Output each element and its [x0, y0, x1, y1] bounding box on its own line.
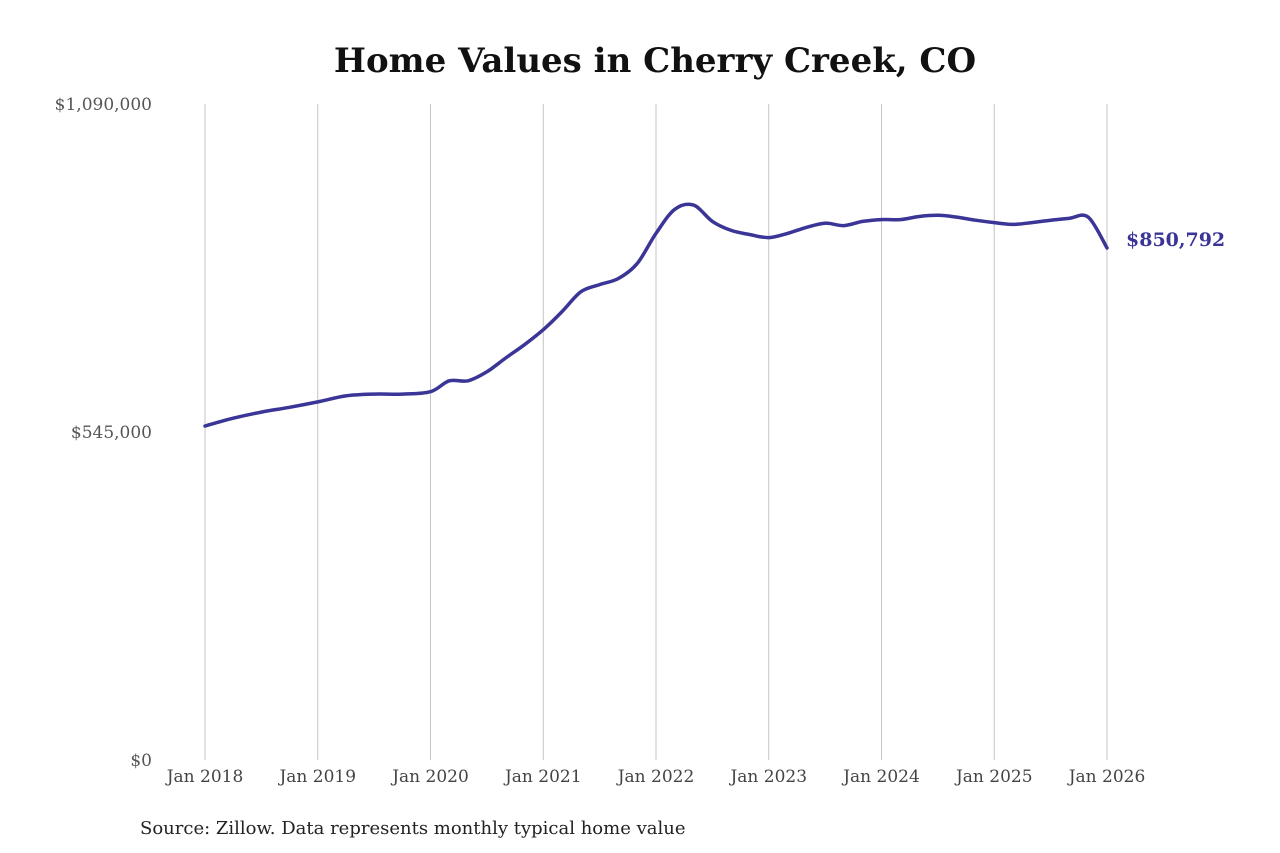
y-tick-label: $1,090,000 [55, 95, 152, 115]
x-tick-label: Jan 2018 [165, 767, 244, 787]
x-tick-label: Jan 2025 [954, 767, 1033, 787]
chart-title: Home Values in Cherry Creek, CO [334, 41, 976, 81]
y-axis-tick-labels: $1,090,000 $545,000 $0 [55, 95, 152, 771]
source-note: Source: Zillow. Data represents monthly … [140, 818, 686, 839]
x-tick-label: Jan 2024 [841, 767, 920, 787]
x-axis-tick-labels: Jan 2018 Jan 2019 Jan 2020 Jan 2021 Jan 2022… [165, 767, 1146, 787]
home-value-line [203, 202, 1109, 428]
x-tick-label: Jan 2023 [728, 767, 807, 787]
x-tick-label: Jan 2021 [503, 767, 582, 787]
x-tick-label: Jan 2022 [616, 767, 695, 787]
y-tick-label: $545,000 [71, 423, 152, 443]
x-tick-label: Jan 2020 [390, 767, 469, 787]
latest-value-label: $850,792 [1126, 229, 1225, 251]
x-tick-label: Jan 2026 [1067, 767, 1146, 787]
vertical-gridlines [204, 104, 1108, 760]
y-tick-label: $0 [130, 751, 152, 771]
x-tick-label: Jan 2019 [277, 767, 356, 787]
